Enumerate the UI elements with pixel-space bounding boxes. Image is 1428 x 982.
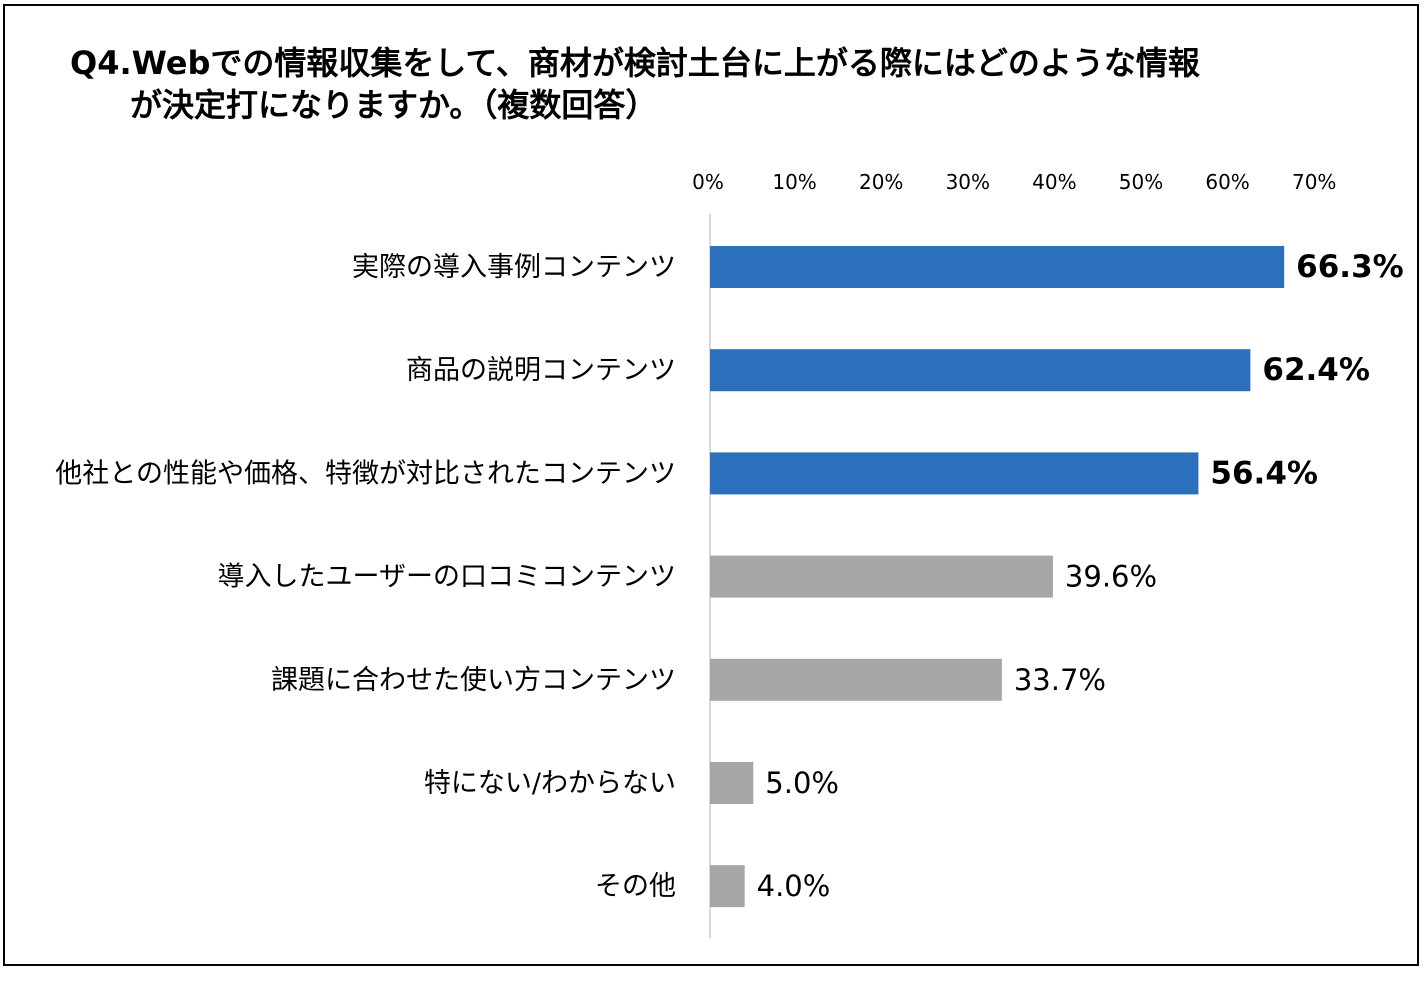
category-label: 実際の導入事例コンテンツ [352,252,676,283]
bar [710,555,1053,598]
value-label: 56.4% [1210,455,1318,491]
category-label: 導入したユーザーの口コミコンテンツ [218,562,676,593]
bar [710,865,745,908]
bar [710,762,754,804]
chart-title-line-1: Q4.Webでの情報収集をして、商材が検討土台に上がる際にはどのような情報 [70,44,1200,82]
x-axis-ticks: 0% 10% 20% 30% 40% 50% 60% 70% [692,170,1336,194]
chart-title: Q4.Webでの情報収集をして、商材が検討土台に上がる際にはどのような情報 が決… [70,42,1360,126]
x-tick-label: 0% [692,170,724,194]
value-label: 33.7% [1014,663,1106,697]
bar [710,246,1285,288]
x-tick-label: 40% [1032,170,1076,194]
bars [710,246,1285,908]
bar [710,658,1002,701]
category-label: 商品の説明コンテンツ [406,355,676,386]
value-label: 4.0% [757,869,831,903]
x-tick-label: 10% [772,170,816,194]
bar [710,452,1199,495]
x-tick-label: 60% [1205,170,1249,194]
x-tick-label: 50% [1119,170,1163,194]
x-tick-label: 70% [1292,170,1336,194]
value-label: 5.0% [765,766,839,800]
value-labels: 66.3% 62.4% 56.4% 39.6% 33.7% 5.0% 4.0% [757,249,1404,903]
bar [710,349,1251,392]
category-label: 他社との性能や価格、特徴が対比されたコンテンツ [55,458,676,489]
category-label: その他 [595,871,676,902]
category-label: 課題に合わせた使い方コンテンツ [271,665,676,696]
chart-title-line-2: が決定打になりますか。（複数回答） [130,86,658,124]
value-label: 66.3% [1296,249,1404,285]
value-label: 39.6% [1065,560,1157,594]
x-tick-label: 30% [946,170,990,194]
x-tick-label: 20% [859,170,903,194]
category-labels: 実際の導入事例コンテンツ商品の説明コンテンツ他社との性能や価格、特徴が対比された… [55,252,676,902]
value-label: 62.4% [1262,352,1370,388]
category-label: 特にない/わからない [424,768,676,799]
